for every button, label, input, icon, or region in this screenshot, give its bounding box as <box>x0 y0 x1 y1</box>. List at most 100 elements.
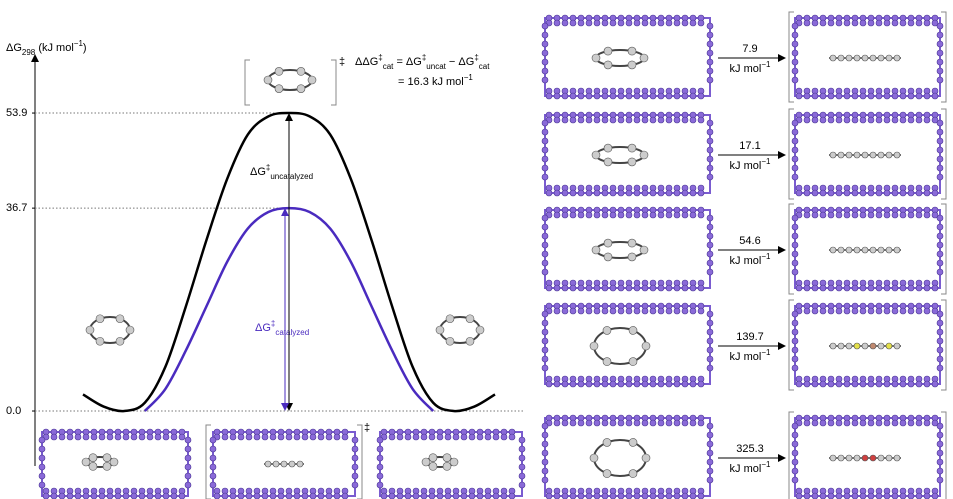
cage-atom <box>578 420 584 426</box>
atom <box>830 152 836 158</box>
cage-atom <box>610 420 616 426</box>
cage-atom <box>820 285 826 291</box>
bracket <box>245 60 336 105</box>
cage-atom <box>246 434 252 440</box>
cage-atom <box>924 93 930 99</box>
cage-atom <box>924 493 930 499</box>
cage-atom <box>59 434 65 440</box>
cage-atom <box>131 434 137 440</box>
cage-atom <box>610 493 616 499</box>
t: ‡ <box>422 53 426 62</box>
unit-text: kJ mol <box>730 255 762 267</box>
cage-atom <box>586 493 592 499</box>
atom <box>590 342 598 350</box>
cage-atom <box>39 446 45 452</box>
cage-atom <box>634 381 640 387</box>
unit-label: kJ mol−1 <box>730 460 771 475</box>
cage-atom <box>674 117 680 123</box>
t: ΔG <box>255 322 271 334</box>
cage-atom <box>610 117 616 123</box>
cage-atom <box>610 381 616 387</box>
atom <box>846 455 852 461</box>
cage-atom <box>690 93 696 99</box>
cage-atom <box>542 59 548 65</box>
cage-atom <box>310 493 316 499</box>
cage-atom <box>804 93 810 99</box>
cage-atom <box>698 212 704 218</box>
cage-atom <box>892 381 898 387</box>
t: = 16.3 kJ mol <box>398 76 464 88</box>
cage-atom <box>618 308 624 314</box>
cage-atom <box>155 493 161 499</box>
cage-atom <box>932 190 938 196</box>
atom <box>592 246 600 254</box>
cage-atom <box>707 311 713 317</box>
cage-atom <box>698 93 704 99</box>
cage-atom <box>852 308 858 314</box>
cage-atom <box>682 20 688 26</box>
atom <box>870 55 876 61</box>
atom <box>604 144 612 152</box>
cage-atom <box>618 381 624 387</box>
cage-atom <box>570 190 576 196</box>
cage-atom <box>900 212 906 218</box>
cage-atom <box>932 493 938 499</box>
cage-atom <box>674 20 680 26</box>
atom <box>894 343 900 349</box>
unit-sup: −1 <box>761 348 771 357</box>
cage-atom <box>900 285 906 291</box>
cage-atom <box>836 420 842 426</box>
cage-atom <box>519 473 525 479</box>
atom <box>830 343 836 349</box>
cage-atom <box>179 493 185 499</box>
atom <box>640 246 648 254</box>
cage-atom <box>570 381 576 387</box>
cage-atom <box>707 459 713 465</box>
atom <box>878 55 884 61</box>
cage-atom <box>562 308 568 314</box>
cage-atom <box>884 493 890 499</box>
cage-atom <box>131 493 137 499</box>
atom <box>308 76 316 84</box>
cage-atom <box>674 308 680 314</box>
cage-atom <box>163 493 169 499</box>
cage-atom <box>844 20 850 26</box>
atom <box>838 455 844 461</box>
cage-atom <box>868 308 874 314</box>
cage-atom <box>519 455 525 461</box>
cage-atom <box>792 147 798 153</box>
cage-atom <box>115 434 121 440</box>
cage-atom <box>570 285 576 291</box>
cage-atom <box>658 212 664 218</box>
cage-atom <box>937 320 943 326</box>
cage-atom <box>377 473 383 479</box>
cage-atom <box>892 117 898 123</box>
y-tick-label: 36.7 <box>6 202 27 214</box>
cage-atom <box>916 493 922 499</box>
cage-atom <box>792 320 798 326</box>
atom <box>275 67 283 75</box>
cage-atom <box>707 441 713 447</box>
cage-atom <box>493 493 499 499</box>
cage-atom <box>836 117 842 123</box>
cage-atom <box>554 308 560 314</box>
cage-atom <box>222 493 228 499</box>
cage-atom <box>812 117 818 123</box>
y-tick-label: 53.9 <box>6 107 27 119</box>
cage-atom <box>937 224 943 230</box>
cage-atom <box>682 308 688 314</box>
cage-atom <box>594 117 600 123</box>
cage-atom <box>326 493 332 499</box>
cage-atom <box>937 32 943 38</box>
cage-atom <box>185 446 191 452</box>
unit-sup: −1 <box>761 460 771 469</box>
cage-atom <box>900 117 906 123</box>
cage-atom <box>707 77 713 83</box>
cage-atom <box>682 381 688 387</box>
cage-atom <box>908 190 914 196</box>
cage-atom <box>792 338 798 344</box>
cage-atom <box>860 381 866 387</box>
y-tick-label: 0.0 <box>6 405 21 417</box>
cage-atom <box>792 329 798 335</box>
cage-atom <box>908 285 914 291</box>
